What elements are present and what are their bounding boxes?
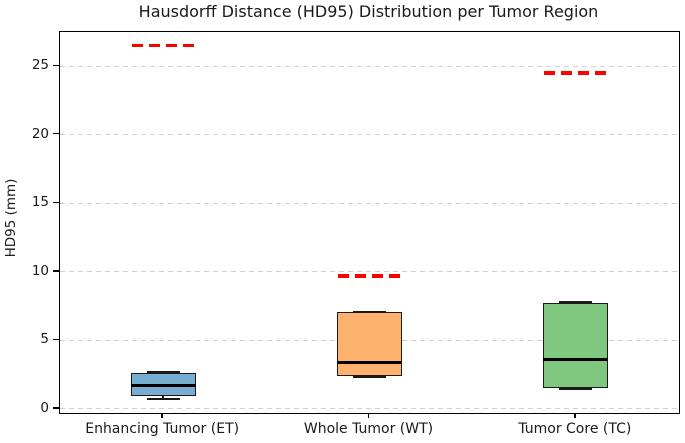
mean-dashed-line-wt (338, 274, 401, 278)
whisker-cap-bottom-et (146, 398, 180, 401)
whisker-lower-et (162, 395, 164, 400)
chart-title: Hausdorff Distance (HD95) Distribution p… (138, 2, 599, 21)
y-tick-label-5: 5 (40, 331, 49, 348)
y-tick-label-25: 25 (31, 57, 49, 74)
y-tick-label-10: 10 (31, 262, 49, 279)
x-tick-label-wt: Whole Tumor (WT) (303, 421, 434, 437)
boxplot-box-tc (543, 302, 609, 389)
y-tick-15 (53, 201, 59, 203)
boxplot-box-wt (337, 312, 402, 376)
gridline-y25 (60, 65, 679, 67)
y-tick-5 (53, 338, 59, 341)
y-tick-25 (53, 64, 59, 66)
whisker-cap-top-et (146, 370, 180, 373)
median-line-tc (543, 358, 609, 362)
median-line-et (130, 384, 196, 388)
gridline-y0 (60, 408, 679, 410)
y-axis-label: HD95 (mm) (3, 178, 19, 258)
x-tick-wt (367, 413, 370, 419)
gridline-y20 (60, 134, 679, 136)
x-tick-label-et: Enhancing Tumor (ET) (85, 421, 240, 437)
y-tick-label-0: 0 (40, 399, 49, 416)
plot-area (59, 31, 680, 414)
whisker-cap-top-tc (559, 300, 593, 303)
y-tick-label-15: 15 (31, 194, 49, 211)
gridline-y10 (60, 271, 679, 273)
y-tick-20 (53, 133, 59, 135)
x-tick-et (161, 413, 163, 419)
gridline-y15 (60, 202, 679, 204)
mean-dashed-line-et (131, 43, 195, 48)
median-line-wt (337, 360, 402, 364)
y-tick-0 (53, 407, 59, 409)
whisker-cap-bottom-tc (559, 388, 593, 391)
x-tick-label-tc: Tumor Core (TC) (518, 421, 632, 437)
whisker-cap-bottom-wt (353, 375, 386, 378)
y-tick-10 (53, 270, 59, 272)
x-tick-tc (574, 413, 576, 419)
whisker-cap-top-wt (353, 310, 386, 313)
mean-dashed-line-tc (544, 71, 608, 75)
y-tick-label-20: 20 (31, 125, 49, 142)
